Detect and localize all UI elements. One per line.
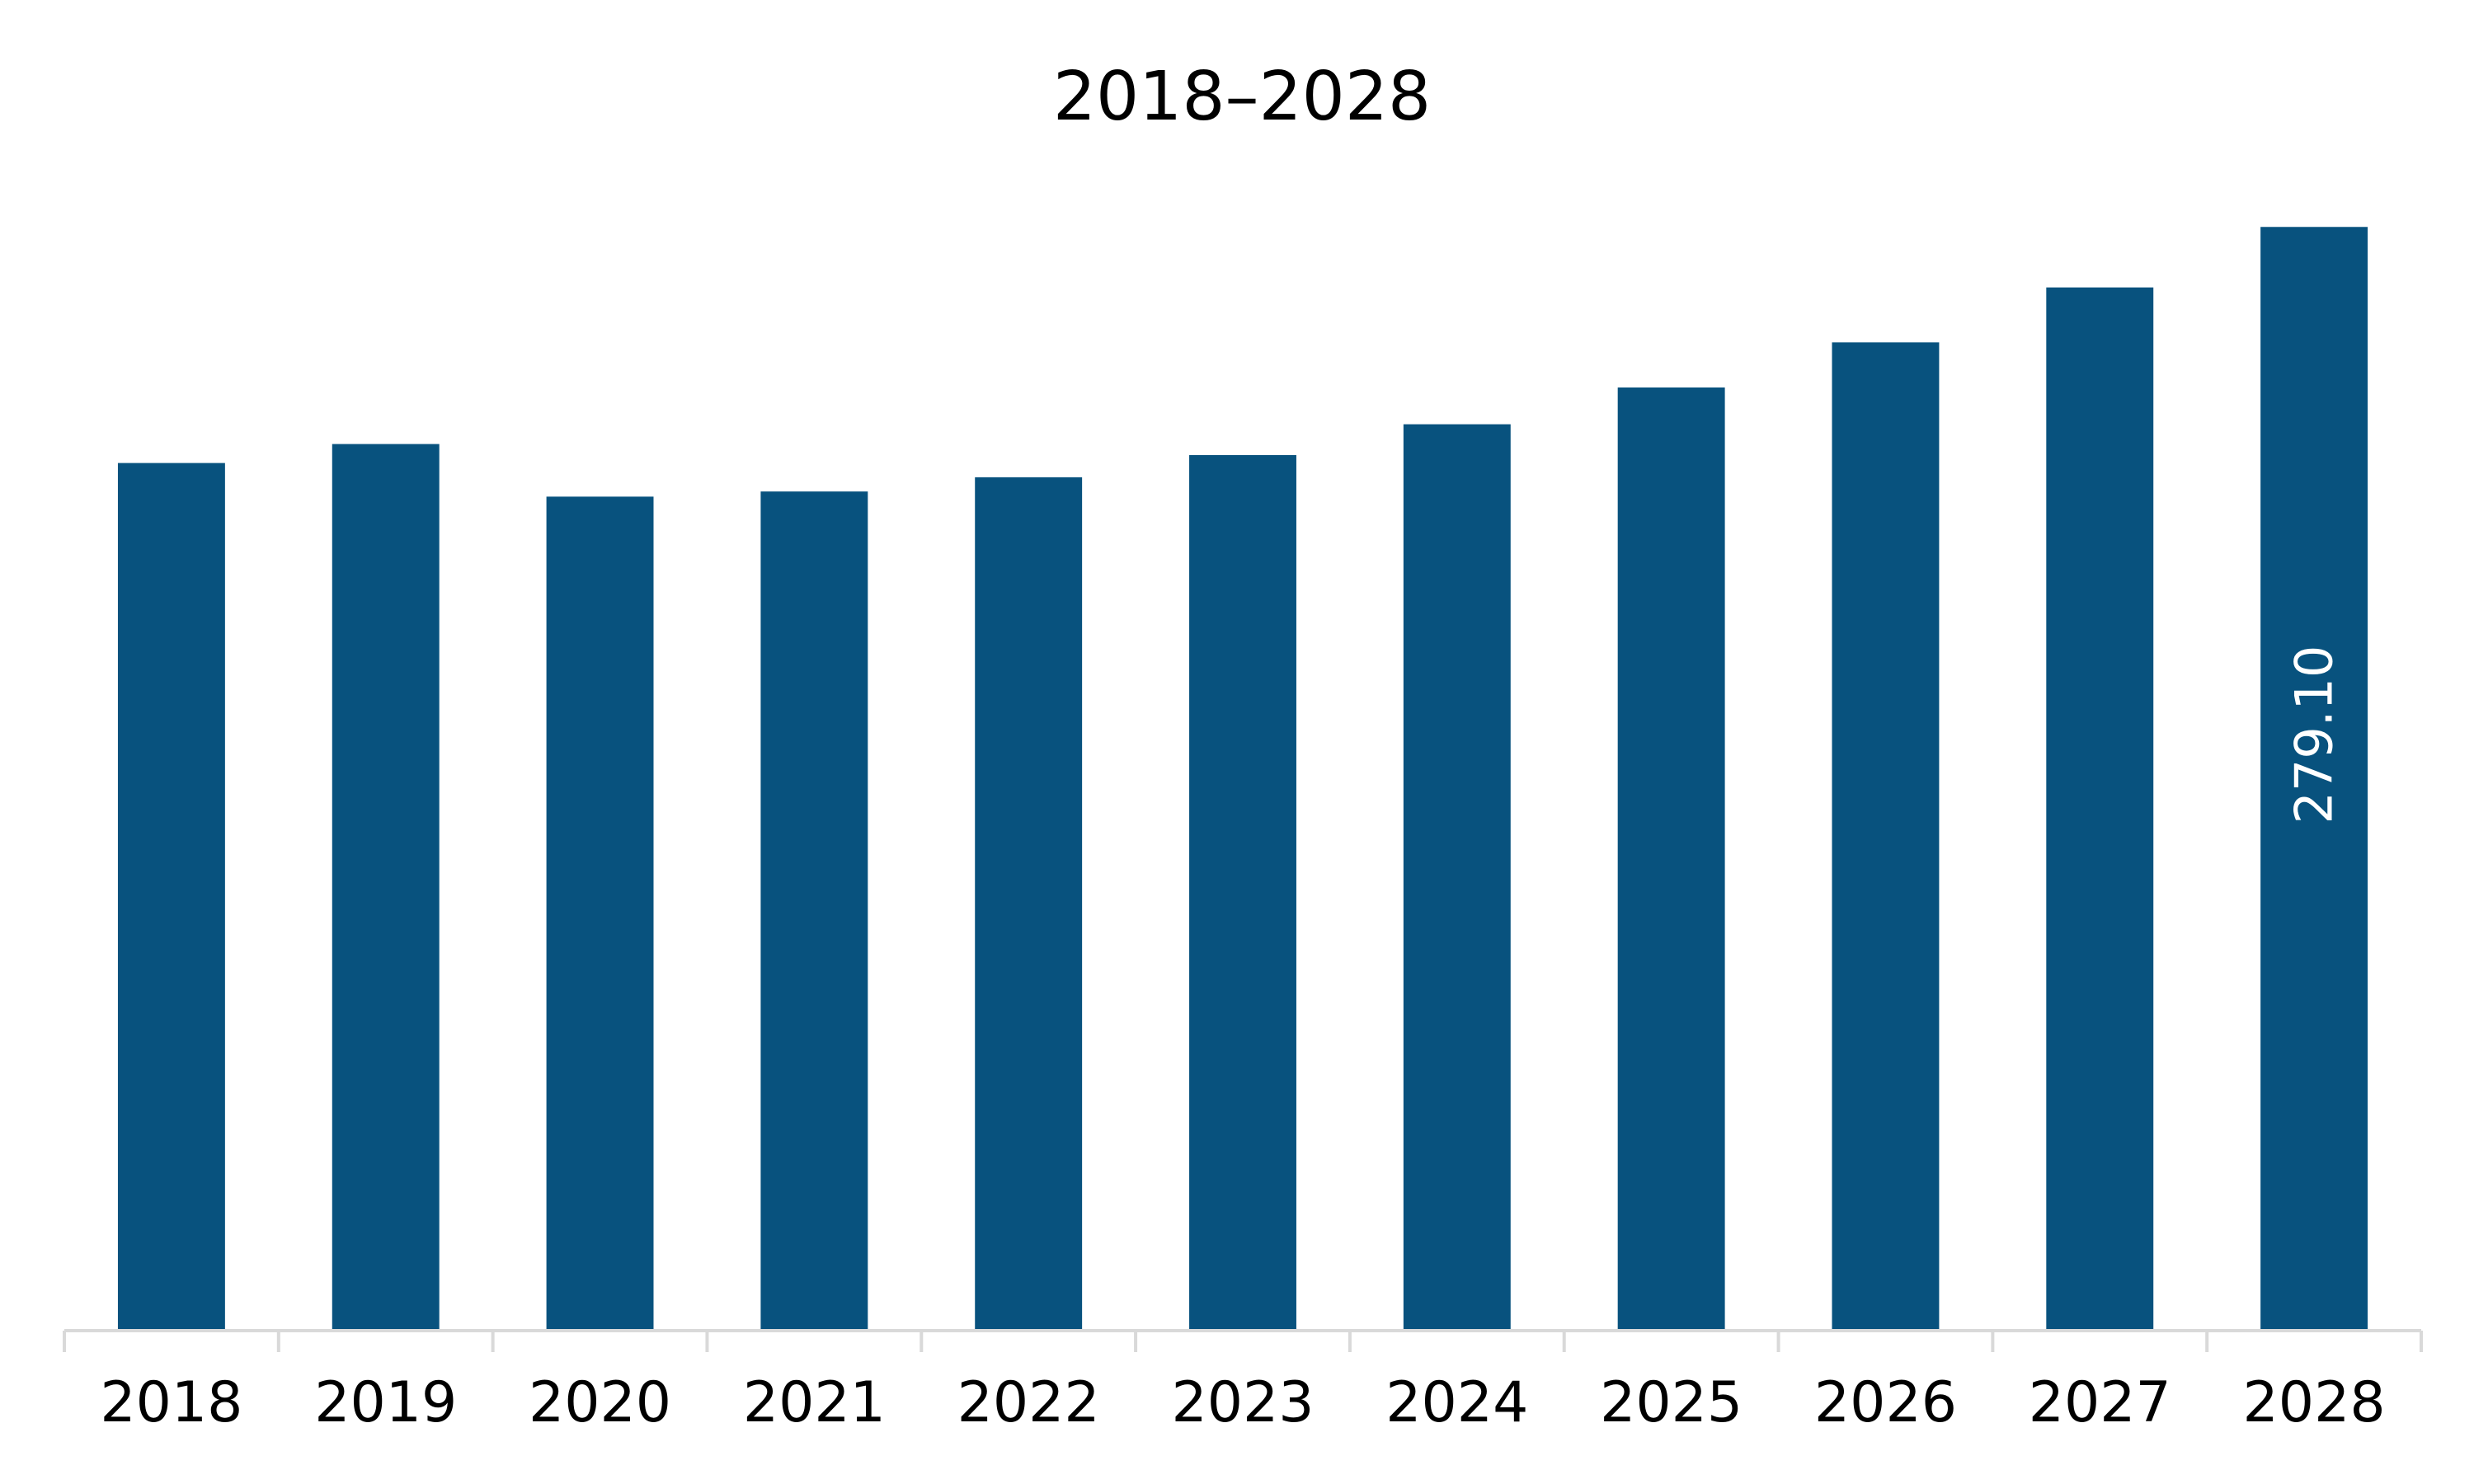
x-tick-label-2026: 2026 <box>1814 1370 1957 1435</box>
x-tick-label-2023: 2023 <box>1171 1370 1314 1435</box>
x-tick-label-2018: 2018 <box>100 1370 242 1435</box>
x-tick-label-2028: 2028 <box>2243 1370 2386 1435</box>
x-tick-labels: 2018 2019 2020 2021 2022 2023 2024 2025 2026 2027… <box>100 1370 2385 1435</box>
data-label-2028: 279.10 <box>2284 646 2345 824</box>
bars-group <box>117 227 2368 1331</box>
x-tick-label-2019: 2019 <box>314 1370 457 1435</box>
x-tick-label-2025: 2025 <box>1600 1370 1743 1435</box>
bar-2022 <box>975 477 1083 1331</box>
x-tick-label-2024: 2024 <box>1385 1370 1528 1435</box>
bar-2027 <box>2046 287 2154 1331</box>
chart-title: 2018–2028 <box>1053 58 1431 136</box>
x-axis <box>63 1329 2423 1352</box>
x-tick-label-2027: 2027 <box>2029 1370 2171 1435</box>
data-labels-group: 279.10 <box>2284 646 2345 824</box>
bar-2026 <box>1832 342 1940 1331</box>
bar-2025 <box>1617 387 1725 1331</box>
bar-2024 <box>1403 424 1511 1331</box>
x-tick-label-2022: 2022 <box>957 1370 1100 1435</box>
bar-2020 <box>546 496 654 1331</box>
bar-2018 <box>117 463 225 1331</box>
x-tick-label-2021: 2021 <box>743 1370 886 1435</box>
bar-2023 <box>1189 455 1296 1331</box>
x-tick-label-2020: 2020 <box>529 1370 671 1435</box>
bar-2021 <box>760 491 868 1331</box>
bar-2019 <box>332 444 440 1331</box>
bar-2028 <box>2260 227 2368 1331</box>
